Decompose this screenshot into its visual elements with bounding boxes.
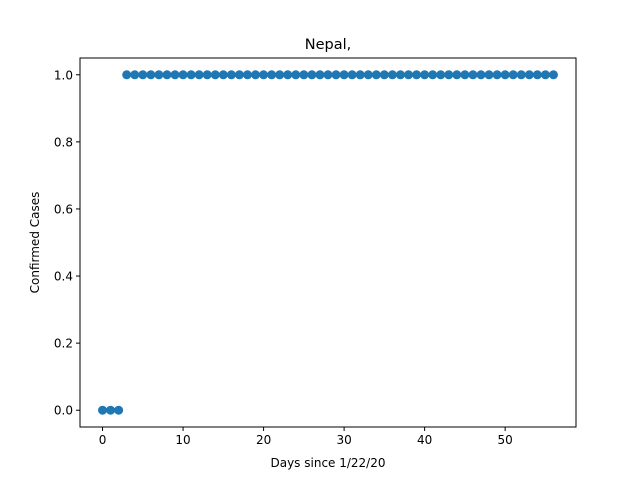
data-point bbox=[460, 70, 470, 80]
data-point bbox=[468, 70, 478, 80]
data-point bbox=[420, 70, 430, 80]
data-point bbox=[315, 70, 325, 80]
data-point bbox=[283, 70, 293, 80]
data-point bbox=[428, 70, 438, 80]
points-layer bbox=[98, 70, 558, 415]
data-point bbox=[106, 405, 116, 415]
chart-title: Nepal, bbox=[305, 37, 352, 53]
data-point bbox=[146, 70, 156, 80]
data-point bbox=[347, 70, 357, 80]
data-point bbox=[355, 70, 365, 80]
data-point bbox=[275, 70, 285, 80]
data-point bbox=[436, 70, 446, 80]
data-point bbox=[363, 70, 373, 80]
y-axis-ticks: 0.0 0.2 0.4 0.6 0.8 1.0 bbox=[54, 68, 80, 418]
data-point bbox=[251, 70, 261, 80]
data-point bbox=[307, 70, 317, 80]
data-point bbox=[371, 70, 381, 80]
x-tick-label: 20 bbox=[256, 433, 271, 447]
data-point bbox=[339, 70, 349, 80]
x-tick-label: 10 bbox=[175, 433, 190, 447]
data-point bbox=[186, 70, 196, 80]
data-point bbox=[170, 70, 180, 80]
data-point bbox=[226, 70, 236, 80]
data-point bbox=[524, 70, 534, 80]
data-point bbox=[532, 70, 542, 80]
x-axis-label: Days since 1/22/20 bbox=[270, 456, 385, 470]
x-tick-label: 0 bbox=[99, 433, 107, 447]
data-point bbox=[444, 70, 454, 80]
data-point bbox=[508, 70, 518, 80]
plot-area bbox=[80, 58, 576, 427]
data-point bbox=[452, 70, 462, 80]
y-tick-label: 0.8 bbox=[54, 135, 73, 149]
data-point bbox=[500, 70, 510, 80]
data-point bbox=[98, 405, 108, 415]
data-point bbox=[548, 70, 558, 80]
data-point bbox=[218, 70, 228, 80]
data-point bbox=[412, 70, 422, 80]
data-point bbox=[138, 70, 148, 80]
y-tick-label: 1.0 bbox=[54, 68, 73, 82]
data-point bbox=[194, 70, 204, 80]
data-point bbox=[259, 70, 269, 80]
y-axis-label: Confirmed Cases bbox=[28, 192, 42, 294]
data-point bbox=[379, 70, 389, 80]
data-point bbox=[267, 70, 277, 80]
data-point bbox=[162, 70, 172, 80]
data-point bbox=[476, 70, 486, 80]
data-point bbox=[492, 70, 502, 80]
data-point bbox=[540, 70, 550, 80]
x-tick-label: 30 bbox=[336, 433, 351, 447]
data-point bbox=[331, 70, 341, 80]
data-point bbox=[404, 70, 414, 80]
plot-frame bbox=[79, 57, 577, 428]
data-point bbox=[130, 70, 140, 80]
y-tick-label: 0.2 bbox=[54, 337, 73, 351]
data-point bbox=[387, 70, 397, 80]
data-point bbox=[202, 70, 212, 80]
x-tick-label: 50 bbox=[498, 433, 513, 447]
data-point bbox=[210, 70, 220, 80]
data-point bbox=[484, 70, 494, 80]
data-point bbox=[234, 70, 244, 80]
x-tick-label: 40 bbox=[417, 433, 432, 447]
data-point bbox=[178, 70, 188, 80]
y-tick-label: 0.0 bbox=[54, 404, 73, 418]
data-point bbox=[114, 405, 124, 415]
data-point bbox=[122, 70, 132, 80]
data-point bbox=[154, 70, 164, 80]
x-axis-ticks: 0 10 20 30 40 50 bbox=[99, 427, 513, 447]
data-point bbox=[516, 70, 526, 80]
data-point bbox=[395, 70, 405, 80]
y-tick-label: 0.6 bbox=[54, 202, 73, 216]
data-point bbox=[323, 70, 333, 80]
data-point bbox=[299, 70, 309, 80]
y-tick-label: 0.4 bbox=[54, 270, 73, 284]
data-point bbox=[291, 70, 301, 80]
data-point bbox=[242, 70, 252, 80]
